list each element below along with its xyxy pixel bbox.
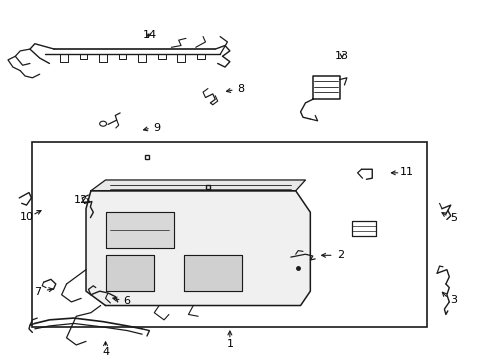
Text: 6: 6 (123, 296, 130, 306)
Text: 11: 11 (399, 167, 412, 177)
Polygon shape (183, 255, 242, 291)
Polygon shape (105, 255, 154, 291)
Text: 10: 10 (20, 212, 34, 221)
Text: 12: 12 (74, 195, 88, 205)
Text: 1: 1 (226, 339, 233, 349)
Text: 5: 5 (450, 213, 457, 222)
Polygon shape (91, 180, 305, 191)
Bar (32, 142, 427, 327)
Polygon shape (86, 191, 310, 306)
Text: 4: 4 (102, 347, 109, 357)
Text: 8: 8 (237, 84, 244, 94)
Text: 3: 3 (450, 295, 457, 305)
Polygon shape (105, 212, 173, 248)
Text: 7: 7 (34, 287, 41, 297)
Text: 9: 9 (153, 123, 160, 133)
Text: 13: 13 (334, 51, 348, 61)
Text: 2: 2 (337, 250, 344, 260)
Text: 14: 14 (142, 30, 156, 40)
